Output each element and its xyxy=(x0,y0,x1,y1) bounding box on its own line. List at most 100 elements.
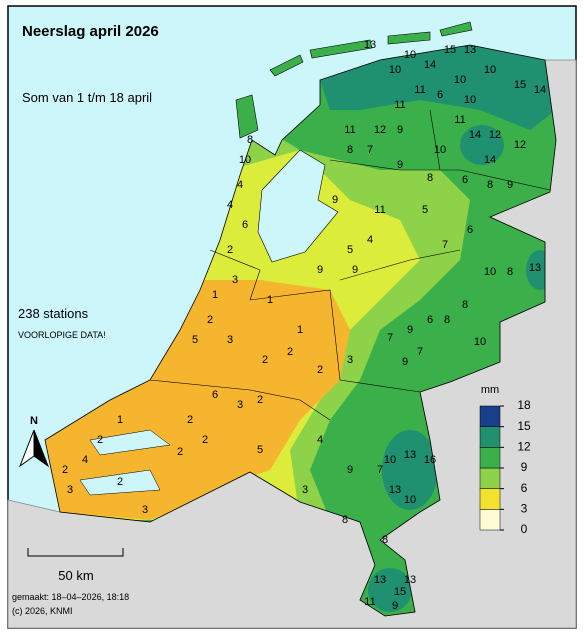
station-value: 9 xyxy=(317,264,323,276)
station-value: 11 xyxy=(344,124,355,136)
station-value: 11 xyxy=(414,84,425,96)
note: VOORLOPIGE DATA! xyxy=(18,330,106,340)
station-value: 15 xyxy=(514,79,526,91)
border xyxy=(339,249,461,281)
station-value: 13 xyxy=(374,574,386,586)
station-value: 14 xyxy=(484,154,496,166)
station-value: 5 xyxy=(347,244,353,256)
station-value: 9 xyxy=(392,600,398,612)
station-value: 13 xyxy=(404,449,416,461)
legend-tick-label: 6 xyxy=(521,481,528,495)
station-value: 6 xyxy=(212,389,218,401)
title: Neerslag april 2026 xyxy=(22,23,159,40)
station-value: 3 xyxy=(302,484,308,496)
field-12-15b xyxy=(460,125,504,165)
legend-tick-label: 3 xyxy=(521,502,528,516)
footer-copyright: (c) 2026, KNMI xyxy=(12,606,73,616)
station-value: 12 xyxy=(514,139,526,151)
station-value: 3 xyxy=(227,334,233,346)
station-value: 6 xyxy=(467,224,473,236)
station-value: 14 xyxy=(469,129,481,141)
station-value: 8 xyxy=(444,314,450,326)
station-value: 2 xyxy=(287,346,293,358)
station-value: 13 xyxy=(404,574,416,586)
station-value: 11 xyxy=(454,114,465,126)
north-arrow-right xyxy=(33,429,50,468)
station-value: 2 xyxy=(207,314,213,326)
station-value: 10 xyxy=(384,454,396,466)
station-value: 2 xyxy=(227,244,233,256)
legend-tick-label: 9 xyxy=(521,460,528,474)
scale-bar xyxy=(27,548,124,557)
vlieland xyxy=(269,54,304,77)
station-value: 5 xyxy=(192,334,198,346)
station-value: 9 xyxy=(352,264,358,276)
station-value: 9 xyxy=(402,356,408,368)
station-value: 12 xyxy=(489,129,501,141)
station-value: 4 xyxy=(237,179,243,191)
legend-tick-label: 18 xyxy=(517,398,531,412)
station-value: 2 xyxy=(262,354,268,366)
legend-tick-label: 15 xyxy=(517,419,531,433)
province-borders xyxy=(149,109,551,421)
legend-swatch xyxy=(479,426,501,448)
station-value: 14 xyxy=(534,84,546,96)
station-value: 10 xyxy=(484,64,496,76)
border xyxy=(209,249,261,301)
station-value: 7 xyxy=(442,239,448,251)
legend-swatch xyxy=(479,405,501,427)
subtitle: Som van 1 t/m 18 april xyxy=(22,90,152,105)
legend-tick-label: 12 xyxy=(517,440,531,454)
station-value: 13 xyxy=(389,484,401,496)
station-value: 10 xyxy=(474,336,486,348)
ameland xyxy=(387,31,431,45)
station-value: 7 xyxy=(417,346,423,358)
station-value: 8 xyxy=(487,179,493,191)
station-value: 1 xyxy=(297,324,303,336)
field-0-3 xyxy=(45,280,350,520)
border xyxy=(149,379,331,421)
border xyxy=(429,109,441,171)
station-value: 6 xyxy=(242,219,248,231)
terschelling xyxy=(309,39,373,59)
station-value: 2 xyxy=(317,364,323,376)
legend-swatch xyxy=(479,447,501,469)
station-value: 3 xyxy=(232,274,238,286)
border xyxy=(329,159,551,191)
station-value: 3 xyxy=(67,484,73,496)
legend-swatch xyxy=(479,509,501,531)
station-value: 10 xyxy=(464,94,476,106)
field-12-15a xyxy=(320,45,556,130)
station-value: 6 xyxy=(427,314,433,326)
station-count: 238 stations xyxy=(18,306,89,321)
station-value: 9 xyxy=(397,159,403,171)
schiermonnikoog xyxy=(439,21,473,37)
field-12-15d xyxy=(368,568,412,612)
station-value: 2 xyxy=(62,464,68,476)
station-value: 6 xyxy=(437,89,443,101)
station-value: 9 xyxy=(507,179,513,191)
station-value: 4 xyxy=(367,234,373,246)
station-value: 5 xyxy=(422,204,428,216)
station-value: 10 xyxy=(239,154,251,166)
station-value: 10 xyxy=(484,266,496,278)
station-value: 8 xyxy=(427,172,433,184)
station-value: 14 xyxy=(424,59,436,71)
station-value: 11 xyxy=(364,596,375,608)
station-value: 2 xyxy=(202,434,208,446)
station-value: 4 xyxy=(227,199,233,211)
station-value: 5 xyxy=(257,444,263,456)
station-value: 4 xyxy=(82,454,88,466)
station-value: 2 xyxy=(97,434,103,446)
zeeland-water xyxy=(79,429,171,496)
field-12-15c xyxy=(382,430,438,510)
station-value: 13 xyxy=(364,39,376,51)
station-value: 7 xyxy=(367,144,373,156)
legend-unit: mm xyxy=(481,384,499,396)
station-value: 8 xyxy=(347,144,353,156)
legend-swatch xyxy=(479,467,501,489)
scale-label: 50 km xyxy=(58,568,93,583)
station-value: 8 xyxy=(507,266,513,278)
station-value: 9 xyxy=(397,124,403,136)
